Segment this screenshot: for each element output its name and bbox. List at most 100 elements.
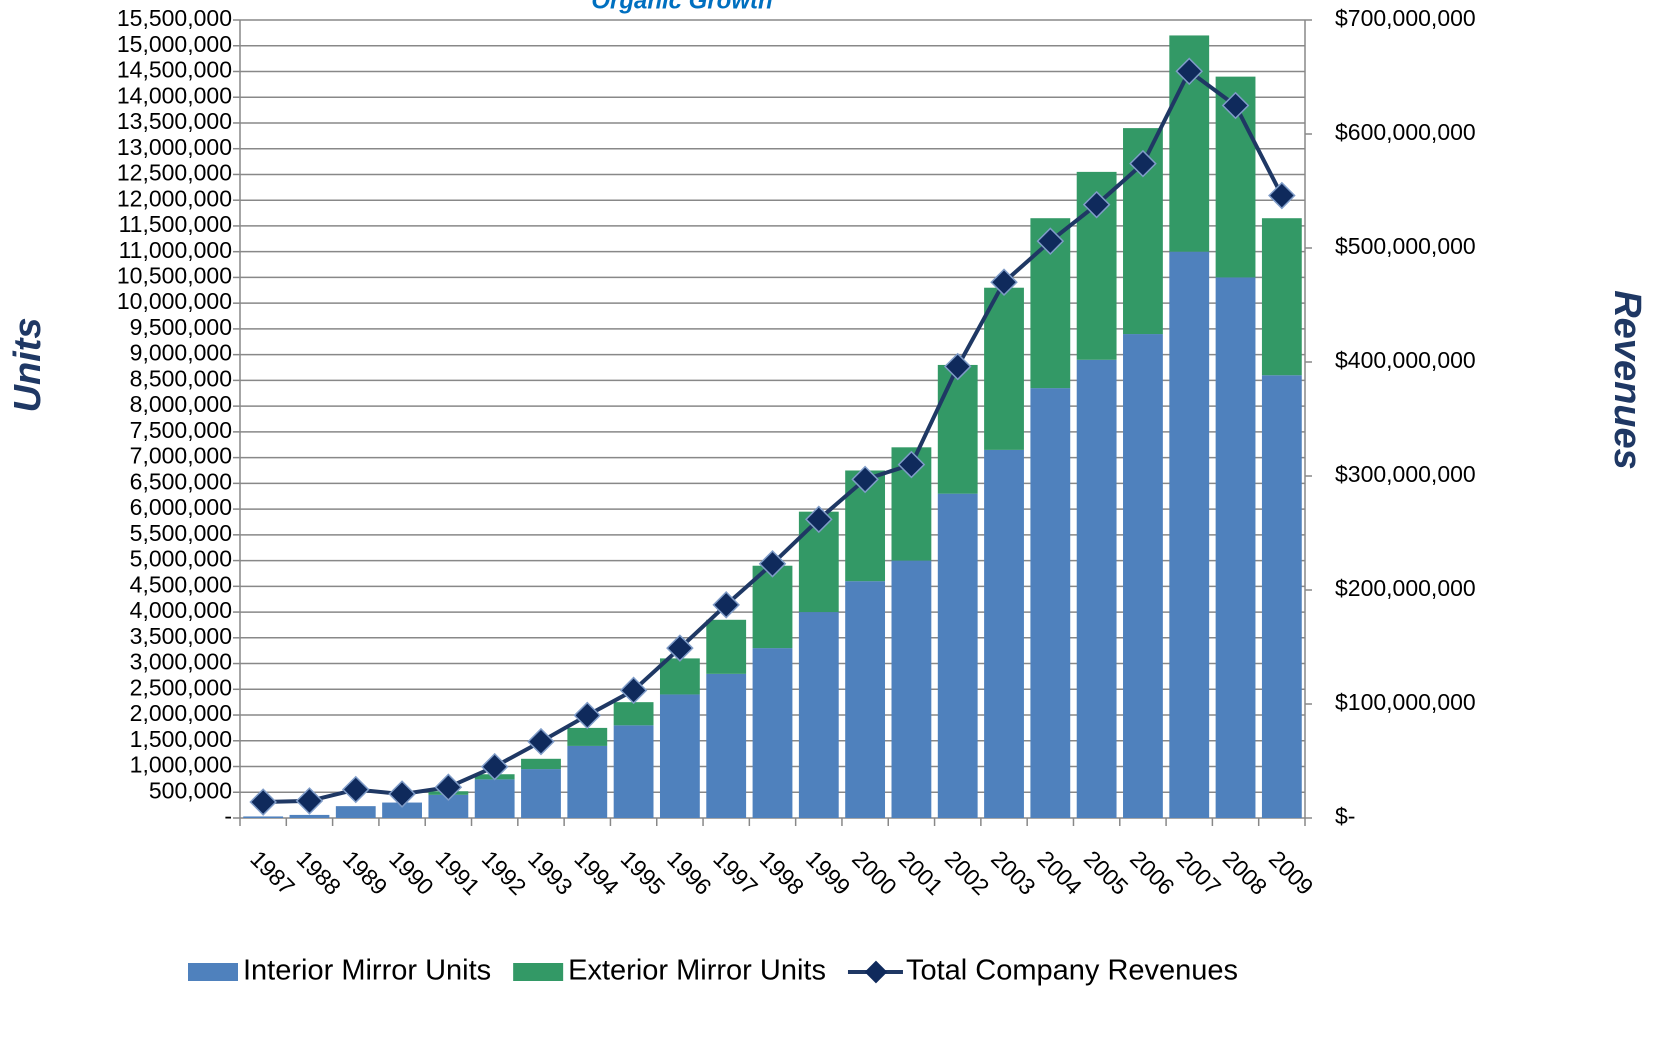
bar (474, 779, 515, 818)
x-tick-label: 2004 (1032, 845, 1087, 900)
marker (434, 773, 463, 802)
bar (937, 493, 978, 818)
marker (573, 701, 602, 730)
y-axis-title: Units (7, 318, 49, 413)
bar (706, 673, 747, 818)
x-tick-label: 2006 (1125, 845, 1180, 900)
y-tick-label: 7,500,000 (130, 417, 232, 443)
bar (243, 816, 284, 818)
marker (990, 268, 1018, 296)
y2-tick-label: $- (1335, 803, 1355, 829)
y-tick-label: 4,000,000 (130, 597, 232, 623)
bar (382, 802, 422, 818)
bar (567, 745, 608, 818)
y-tick-label: 1,500,000 (130, 726, 232, 752)
legend-swatch (864, 960, 888, 984)
marker (851, 465, 879, 494)
x-tick-label: 1993 (523, 845, 578, 900)
bar (891, 560, 932, 818)
bar (984, 287, 1024, 450)
marker (943, 352, 972, 381)
y-tick-label: 12,500,000 (117, 160, 232, 186)
x-tick-label: 1990 (384, 845, 439, 900)
bar (567, 727, 608, 746)
bar (659, 694, 700, 818)
y2-axis-title: Revenues (1606, 290, 1648, 470)
chart-title: Organic Growth (591, 0, 772, 14)
x-tick-label: 2009 (1264, 845, 1319, 900)
legend-label: Total Company Revenues (906, 955, 1238, 987)
y-tick-label: 2,500,000 (130, 674, 232, 700)
marker (341, 775, 370, 804)
marker (1036, 227, 1065, 255)
x-tick-label: 2005 (1079, 845, 1134, 900)
y-tick-label: 7,000,000 (130, 443, 232, 469)
marker (295, 787, 324, 815)
y-tick-label: 8,500,000 (130, 365, 232, 391)
marker (388, 780, 416, 808)
x-tick-label: 1999 (801, 845, 856, 900)
x-tick-label: 2008 (1218, 845, 1273, 900)
marker (805, 505, 833, 534)
marker (1268, 181, 1296, 210)
x-tick-label: 2000 (847, 845, 902, 900)
legend-label: Exterior Mirror Units (568, 955, 826, 987)
y-tick-label: 5,500,000 (130, 520, 232, 546)
bar (1261, 375, 1302, 818)
marker (1082, 190, 1111, 219)
x-tick-label: 1996 (662, 845, 717, 900)
x-tick-label: 1989 (338, 845, 393, 900)
y-tick-label: 13,000,000 (117, 134, 232, 160)
y-tick-label: 2,000,000 (130, 700, 232, 726)
y-tick-label: 15,000,000 (117, 31, 232, 57)
x-tick-label: 2007 (1171, 845, 1226, 900)
bar (613, 725, 654, 818)
marker (249, 788, 277, 816)
x-tick-label: 1995 (616, 845, 671, 900)
bar (984, 449, 1024, 818)
y-tick-label: 5,000,000 (130, 546, 232, 572)
bar (335, 806, 376, 818)
marker (1129, 149, 1157, 178)
bar (845, 581, 886, 818)
bar (1030, 388, 1071, 818)
y-tick-label: 10,000,000 (117, 288, 232, 314)
y-tick-label: 4,500,000 (130, 571, 232, 597)
y-tick-label: 3,500,000 (130, 623, 232, 649)
y-tick-label: 9,000,000 (130, 340, 232, 366)
y2-tick-label: $400,000,000 (1335, 347, 1476, 373)
y2-tick-label: $100,000,000 (1335, 689, 1476, 715)
bar (1076, 359, 1117, 818)
bar (428, 794, 469, 818)
bar (1215, 277, 1256, 819)
y-tick-label: 14,000,000 (117, 82, 232, 108)
bar (613, 702, 654, 726)
y-tick-label: 15,500,000 (117, 5, 232, 31)
marker (666, 634, 694, 662)
bar (752, 565, 793, 649)
bar (752, 648, 793, 818)
y-tick-label: 8,000,000 (130, 391, 232, 417)
bar (521, 758, 561, 770)
y-tick-label: 11,000,000 (119, 237, 232, 263)
y-tick-label: 3,000,000 (130, 649, 232, 675)
marker (712, 591, 740, 619)
marker (1175, 57, 1204, 86)
bar (1123, 334, 1163, 818)
x-tick-label: 1987 (245, 845, 300, 900)
x-tick-label: 2001 (894, 845, 949, 900)
y2-tick-label: $200,000,000 (1335, 575, 1476, 601)
legend-swatch (513, 963, 564, 981)
marker (619, 676, 648, 705)
x-tick-label: 1998 (755, 845, 810, 900)
x-tick-label: 2002 (940, 845, 995, 900)
marker (527, 727, 555, 756)
x-tick-label: 1997 (708, 845, 763, 900)
y2-tick-label: $500,000,000 (1335, 233, 1476, 259)
legend-swatch (188, 963, 238, 981)
y-tick-label: - (224, 803, 232, 829)
y2-tick-label: $300,000,000 (1335, 461, 1476, 487)
y2-tick-label: $700,000,000 (1335, 5, 1476, 31)
legend-label: Interior Mirror Units (243, 955, 491, 987)
